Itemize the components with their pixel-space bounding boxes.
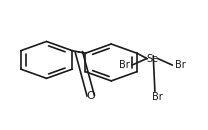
Text: O: O bbox=[86, 90, 95, 100]
Text: Br: Br bbox=[119, 60, 130, 70]
Text: Se: Se bbox=[146, 54, 158, 64]
Text: Br: Br bbox=[175, 60, 185, 70]
Text: Br: Br bbox=[152, 92, 163, 102]
